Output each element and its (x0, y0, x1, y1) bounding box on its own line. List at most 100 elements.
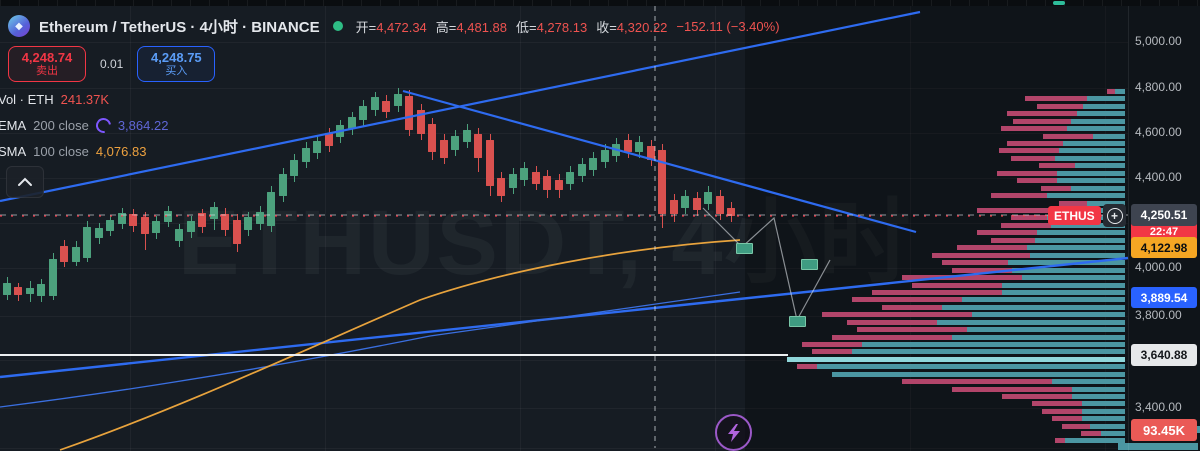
candle-body (175, 229, 183, 241)
candle-body (198, 213, 206, 227)
candle-body (60, 246, 68, 262)
sma-name: SMA (0, 144, 27, 159)
plus-circle-icon: + (1106, 207, 1123, 224)
chevron-up-icon (18, 177, 32, 186)
profile-row (847, 320, 1125, 325)
volume-value: 241.37K (60, 92, 110, 107)
buy-button[interactable]: 4,248.75 买入 (137, 46, 216, 82)
buy-label: 买入 (165, 65, 188, 78)
axis-tick: 4,400.00 (1135, 170, 1182, 184)
grid-hline (0, 268, 1128, 269)
candle-body (635, 142, 643, 152)
candle-body (348, 117, 356, 129)
profile-row (999, 148, 1125, 153)
grid-vline (1105, 6, 1106, 451)
candle-body (118, 213, 126, 224)
candle-body (428, 124, 436, 152)
sell-button[interactable]: 4,248.74 卖出 (8, 46, 86, 82)
grid-hline (0, 408, 1128, 409)
profile-row (822, 312, 1125, 317)
profile-row (952, 387, 1125, 392)
candle-body (463, 130, 471, 142)
ohlc-close: 收=4,320.22 (596, 19, 668, 35)
profile-row (1025, 96, 1125, 101)
profile-row (1002, 394, 1125, 399)
sell-label: 卖出 (36, 65, 58, 78)
profile-row (1052, 416, 1125, 421)
profile-row (977, 230, 1125, 235)
candle-body (3, 283, 11, 295)
candle-body (26, 288, 34, 294)
candle-body (256, 212, 264, 224)
candle-body (313, 141, 321, 153)
price-line-symbol-tag: ETHUS (1048, 206, 1101, 225)
profile-row (932, 253, 1125, 258)
legend-collapse-button[interactable] (6, 166, 44, 198)
top-right-indicator (1053, 1, 1065, 5)
profile-row (1107, 89, 1125, 94)
grid-vline (130, 6, 131, 451)
grid-hline (0, 42, 1128, 43)
candle-body (290, 160, 298, 176)
profile-row (1041, 186, 1125, 191)
candle-body (716, 196, 724, 214)
grid-vline (910, 6, 911, 451)
profile-row (857, 327, 1125, 332)
candle-body (704, 192, 712, 204)
candle-body (566, 172, 574, 184)
candle-body (106, 220, 114, 231)
profile-row (1062, 424, 1125, 429)
candle-body (497, 178, 505, 196)
grid-hline (0, 133, 1128, 134)
axis-price-tag: 4,122.98 (1131, 237, 1197, 258)
profile-row (1007, 111, 1125, 116)
profile-row (812, 349, 1125, 354)
candle-body (394, 94, 402, 106)
profile-row (991, 238, 1125, 243)
trade-panel: 4,248.74 卖出 0.01 4,248.75 买入 (8, 46, 216, 82)
legend-volume-row[interactable]: Vol · ETH 241.37K (0, 92, 109, 107)
grid-vline (715, 6, 716, 451)
axis-tick: 3,800.00 (1135, 308, 1182, 322)
axis-tick: 4,600.00 (1135, 125, 1182, 139)
profile-row (1011, 156, 1125, 161)
axis-tick: 4,800.00 (1135, 80, 1182, 94)
axis-price-tag: 93.45K (1131, 419, 1197, 441)
candle-body (589, 158, 597, 170)
candle-body (83, 227, 91, 258)
grid-vline (325, 6, 326, 451)
profile-row (1042, 409, 1125, 414)
profile-row (852, 297, 1125, 302)
ohlc-change: −152.11 (−3.40%) (676, 18, 780, 34)
candle-body (658, 150, 666, 214)
profile-row (832, 335, 1125, 340)
profile-row (802, 342, 1125, 347)
grid-hline (0, 360, 1128, 361)
sma-params: 100 close (33, 144, 89, 159)
candle-body (647, 146, 655, 160)
axis-price-tag: 4,250.51 (1131, 204, 1197, 226)
quick-trade-button[interactable] (715, 414, 752, 451)
add-alert-button[interactable]: + (1103, 204, 1126, 227)
candle-body (693, 198, 701, 210)
sma100-line (59, 239, 741, 451)
market-status-dot (332, 21, 343, 31)
candle-body (233, 220, 241, 244)
candle-body (405, 96, 413, 130)
candle-body (440, 140, 448, 158)
candle-body (221, 214, 229, 230)
legend-ema-row[interactable]: EMA 200 close 3,864.22 (0, 115, 168, 136)
candle-body (244, 217, 252, 230)
price-axis[interactable]: 5,000.004,800.004,600.004,400.004,200.00… (1128, 0, 1200, 451)
axis-tick: 4,000.00 (1135, 260, 1182, 274)
legend-sma-row[interactable]: SMA 100 close 4,076.83 (0, 144, 146, 159)
grid-hline (0, 448, 1128, 449)
profile-row (942, 260, 1125, 265)
candle-body (624, 140, 632, 152)
profile-row (902, 275, 1125, 280)
candle-body (141, 217, 149, 234)
candle-body (72, 247, 80, 262)
symbol-title[interactable]: Ethereum / TetherUS · 4小时 · BINANCE (39, 18, 320, 36)
